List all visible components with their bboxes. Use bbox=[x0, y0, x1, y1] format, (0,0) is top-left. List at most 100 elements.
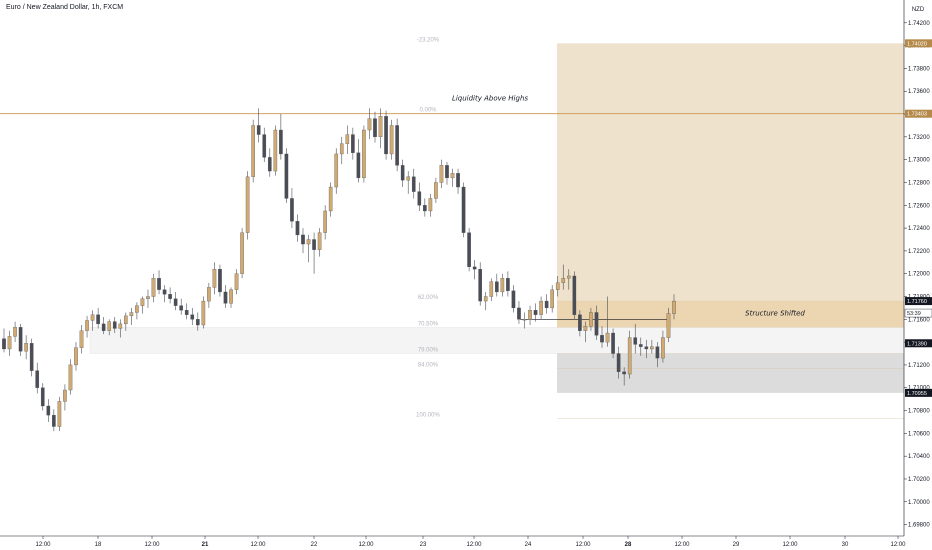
candle bbox=[24, 335, 28, 360]
candle-body bbox=[616, 353, 621, 372]
candle-body bbox=[35, 370, 40, 388]
candle bbox=[146, 289, 150, 308]
candle-body bbox=[362, 129, 366, 179]
candle-body bbox=[561, 278, 566, 283]
candle bbox=[162, 285, 167, 303]
candle-body bbox=[295, 221, 300, 236]
candle-body bbox=[345, 134, 350, 144]
candle-body bbox=[256, 125, 261, 135]
candle-body bbox=[406, 176, 411, 181]
candle-body bbox=[423, 205, 427, 212]
x-tick-label: 18 bbox=[95, 542, 102, 548]
candle-body bbox=[528, 310, 532, 320]
price-tag-label: 1.71760 bbox=[907, 299, 927, 305]
x-tick-label: 12:00 bbox=[35, 542, 51, 548]
candle bbox=[284, 148, 289, 203]
candle bbox=[561, 264, 566, 290]
candle-body bbox=[207, 287, 211, 302]
candle-body bbox=[184, 310, 189, 315]
candle bbox=[184, 303, 189, 320]
chart-title: Euro / New Zealand Dollar, 1h, FXCM bbox=[6, 4, 124, 11]
candle-body bbox=[428, 198, 433, 212]
candle-body bbox=[638, 344, 643, 347]
candle-body bbox=[578, 314, 582, 331]
candle-body bbox=[655, 346, 660, 359]
candle-body bbox=[328, 186, 333, 212]
candle-body bbox=[218, 268, 222, 293]
x-tick-label: 29 bbox=[733, 542, 740, 548]
candle-body bbox=[13, 327, 17, 337]
candle bbox=[256, 108, 261, 143]
candle bbox=[423, 198, 427, 217]
candle-body bbox=[140, 298, 145, 306]
candle bbox=[644, 339, 649, 359]
x-tick-label: 12:00 bbox=[358, 542, 374, 548]
candle-body bbox=[351, 134, 355, 153]
candle-body bbox=[290, 198, 294, 222]
price-tag-label: 1.74020 bbox=[907, 41, 927, 47]
annotation-structure: Structure Shifted bbox=[745, 309, 805, 317]
candle bbox=[96, 307, 100, 329]
candle-body bbox=[672, 300, 676, 314]
fib-label: -23.20% bbox=[417, 37, 440, 43]
candle-body bbox=[661, 337, 665, 359]
candle-body bbox=[395, 125, 399, 166]
candle-body bbox=[456, 173, 460, 188]
candle-body bbox=[445, 165, 449, 179]
candle-body bbox=[301, 234, 305, 245]
candle-body bbox=[112, 321, 117, 329]
candle bbox=[605, 296, 610, 347]
candle bbox=[555, 275, 560, 297]
candle bbox=[267, 148, 272, 177]
y-tick-label: 1.72200 bbox=[908, 249, 930, 255]
candle-body bbox=[151, 278, 156, 297]
candle bbox=[351, 127, 355, 160]
x-tick-label: 12:00 bbox=[144, 542, 160, 548]
x-tick-label: 12:00 bbox=[250, 542, 266, 548]
y-tick-label: 1.70800 bbox=[908, 409, 930, 415]
candle bbox=[140, 296, 145, 314]
candle bbox=[301, 228, 305, 254]
y-tick-label: 1.72000 bbox=[908, 272, 930, 278]
candle bbox=[655, 342, 660, 368]
currency-label[interactable]: NZD bbox=[912, 7, 925, 13]
candle bbox=[506, 271, 510, 297]
candle-body bbox=[273, 129, 278, 172]
candle bbox=[461, 182, 466, 238]
candle bbox=[168, 287, 172, 304]
candle-body bbox=[201, 300, 206, 326]
fib-labels-layer: -23.20% 0.00% 62.00% 70.50% 79.00% 84.00% 100.… bbox=[416, 37, 440, 418]
candle bbox=[483, 291, 488, 311]
candle bbox=[533, 303, 538, 322]
candle bbox=[129, 307, 134, 326]
candle bbox=[240, 228, 244, 279]
candle bbox=[384, 110, 388, 160]
fib-label: 0.00% bbox=[419, 108, 437, 114]
candle bbox=[439, 159, 444, 189]
candle bbox=[118, 319, 123, 338]
candle bbox=[356, 139, 361, 183]
candle-body bbox=[173, 298, 178, 306]
candle-body bbox=[478, 268, 483, 302]
time-axis[interactable]: 12:00 18 12:00 21 12:00 22 12:00 23 12:00 24 12:00… bbox=[0, 535, 906, 548]
candle bbox=[594, 305, 599, 340]
candle bbox=[229, 287, 233, 308]
candle-body bbox=[533, 310, 538, 315]
candle bbox=[666, 307, 671, 343]
candle bbox=[323, 205, 327, 240]
y-tick-label: 1.70200 bbox=[908, 477, 930, 483]
candle bbox=[328, 182, 333, 217]
candle-body bbox=[284, 153, 289, 199]
y-tick-label: 1.72600 bbox=[908, 203, 930, 209]
candle-body bbox=[461, 186, 466, 233]
candle bbox=[572, 271, 577, 320]
fib-label: 79.00% bbox=[418, 348, 439, 354]
candle-body bbox=[107, 321, 112, 331]
price-axis[interactable]: NZD1.742001.740001.738001.736001.734001.… bbox=[903, 0, 932, 536]
candle bbox=[317, 228, 322, 257]
candle bbox=[107, 319, 112, 336]
candle bbox=[400, 159, 405, 188]
candle bbox=[411, 168, 416, 199]
candle bbox=[74, 342, 78, 371]
